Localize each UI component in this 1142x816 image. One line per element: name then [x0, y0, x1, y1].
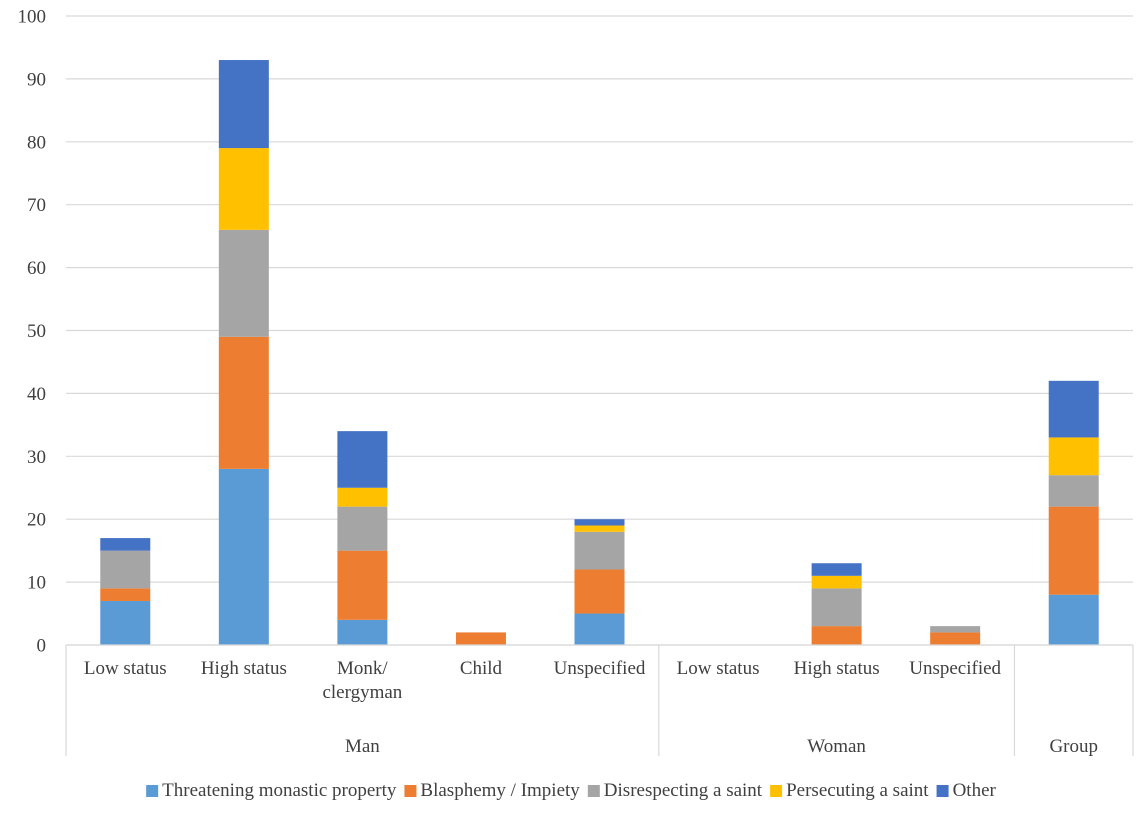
bar-segment-4: [337, 431, 388, 488]
y-tick-label: 20: [27, 510, 46, 531]
bar-segment-2: [930, 626, 981, 633]
legend-swatch: [770, 785, 783, 797]
bar-segment-2: [811, 588, 862, 627]
bar-segment-1: [574, 569, 625, 614]
bar-segment-1: [1048, 506, 1099, 595]
legend-item: Other: [936, 780, 997, 801]
legend-swatch: [404, 785, 417, 797]
bar-segment-4: [218, 60, 269, 149]
legend-item: Threatening monastic property: [146, 780, 397, 801]
bar-segment-3: [574, 525, 625, 532]
y-tick-label: 100: [18, 7, 47, 28]
legend-label: Persecuting a saint: [786, 780, 929, 801]
x-category-label: Low status: [84, 658, 167, 679]
bar-segment-2: [337, 506, 388, 551]
y-tick-label: 30: [27, 447, 46, 468]
bar-segment-2: [574, 531, 625, 570]
y-axis-ticks: 0 10 20 30 40 50 60 70 80 90 100: [18, 7, 47, 657]
bar-segment-0: [218, 468, 269, 645]
x-category-label: Unspecified: [554, 658, 646, 679]
bars: [100, 60, 1099, 645]
x-group-label: Group: [1049, 736, 1098, 757]
bar-segment-3: [1048, 437, 1099, 476]
x-category-label: Monk/clergyman: [322, 658, 402, 703]
bar-segment-3: [811, 575, 862, 589]
x-group-label: Woman: [807, 736, 866, 757]
y-tick-label: 10: [27, 573, 46, 594]
legend-item: Disrespecting a saint: [587, 780, 763, 801]
y-tick-label: 60: [27, 258, 46, 279]
x-axis: Low status High status Monk/clergyman Child…: [65, 644, 1134, 757]
x-category-label: High status: [201, 658, 287, 679]
bar-segment-1: [811, 626, 862, 645]
legend-label: Other: [953, 780, 997, 801]
bar-segment-0: [337, 619, 388, 645]
bar-segment-1: [930, 632, 981, 645]
bar-segment-4: [574, 519, 625, 526]
legend-item: Persecuting a saint: [770, 780, 929, 801]
legend-label: Blasphemy / Impiety: [420, 780, 580, 801]
x-group-label: Man: [345, 736, 380, 757]
bar-segment-2: [1048, 475, 1099, 507]
y-tick-label: 90: [27, 69, 46, 90]
y-tick-label: 40: [27, 384, 46, 405]
bar-segment-0: [1048, 594, 1099, 645]
x-category-label: High status: [794, 658, 880, 679]
bar-segment-1: [337, 550, 388, 620]
bar-segment-3: [218, 148, 269, 230]
y-tick-label: 0: [37, 636, 47, 657]
y-tick-label: 80: [27, 132, 46, 153]
x-category-label: Low status: [677, 658, 760, 679]
bar-segment-2: [218, 229, 269, 337]
legend-item: Blasphemy / Impiety: [404, 780, 580, 801]
bar-segment-4: [811, 563, 862, 576]
bar-segment-3: [337, 487, 388, 507]
bar-segment-1: [100, 588, 151, 601]
bar-segment-4: [1048, 380, 1099, 438]
bar-segment-1: [455, 632, 506, 645]
legend: Threatening monastic property Blasphemy /…: [146, 780, 997, 801]
bar-segment-2: [100, 550, 151, 589]
x-category-label: Unspecified: [909, 658, 1001, 679]
y-tick-label: 70: [27, 195, 46, 216]
y-tick-label: 50: [27, 321, 46, 342]
legend-label: Disrespecting a saint: [604, 780, 763, 801]
legend-swatch: [936, 785, 949, 797]
x-category-label: Child: [460, 658, 503, 679]
bar-segment-0: [574, 613, 625, 645]
bar-segment-0: [100, 600, 151, 645]
legend-swatch: [587, 785, 600, 797]
bar-segment-4: [100, 538, 151, 551]
legend-label: Threatening monastic property: [162, 780, 397, 801]
bar-segment-1: [218, 336, 269, 469]
legend-swatch: [146, 785, 159, 797]
